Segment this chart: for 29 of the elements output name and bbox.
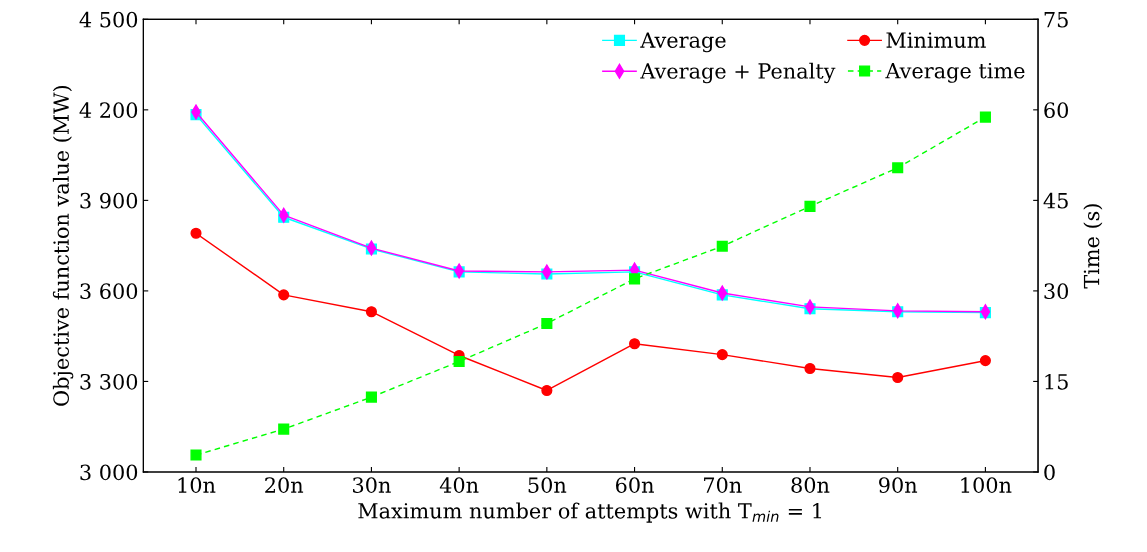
x-tick-label: 80n <box>791 477 830 493</box>
y-tick-label: 3 300 <box>80 373 138 390</box>
x-tick-label: 70n <box>704 477 742 493</box>
y2-tick-label: 15 <box>1045 373 1068 390</box>
x-tick-label: 100n <box>961 477 1012 493</box>
legend-label: Minimum <box>886 32 986 48</box>
x-tick-label: 20n <box>265 477 304 493</box>
y-tick-label: 4 200 <box>79 102 138 119</box>
y-tick-label: 4 500 <box>79 11 138 28</box>
y-tick-label: 3 900 <box>80 192 138 209</box>
x-tick-label: 10n <box>178 477 216 493</box>
legend-label: Average <box>640 32 726 53</box>
y2-axis-title: Time (s) <box>1083 204 1103 289</box>
x-tick-label: 50n <box>528 477 567 493</box>
y2-tick-label: 0 <box>1044 464 1055 481</box>
y2-tick-label: 75 <box>1044 12 1068 28</box>
y-tick-label: 3 600 <box>80 283 138 300</box>
legend-label: Average + Penalty <box>640 62 836 84</box>
y2-tick-label: 45 <box>1043 192 1068 209</box>
x-tick-label: 40n <box>439 477 479 493</box>
y-tick-label: 3 000 <box>80 464 138 481</box>
y-axis-title: Objective function value (MW) <box>52 85 74 406</box>
legend-label: Average time <box>885 62 1025 83</box>
y2-tick-label: 60 <box>1044 102 1069 119</box>
x-axis-title: Maximum number of attempts with T$_{min}$ = 1 <box>358 502 822 523</box>
x-tick-label: 90n <box>879 477 918 493</box>
x-tick-label: 60n <box>615 477 654 493</box>
x-tick-label: 30n <box>353 477 391 493</box>
y2-tick-label: 30 <box>1044 283 1069 300</box>
